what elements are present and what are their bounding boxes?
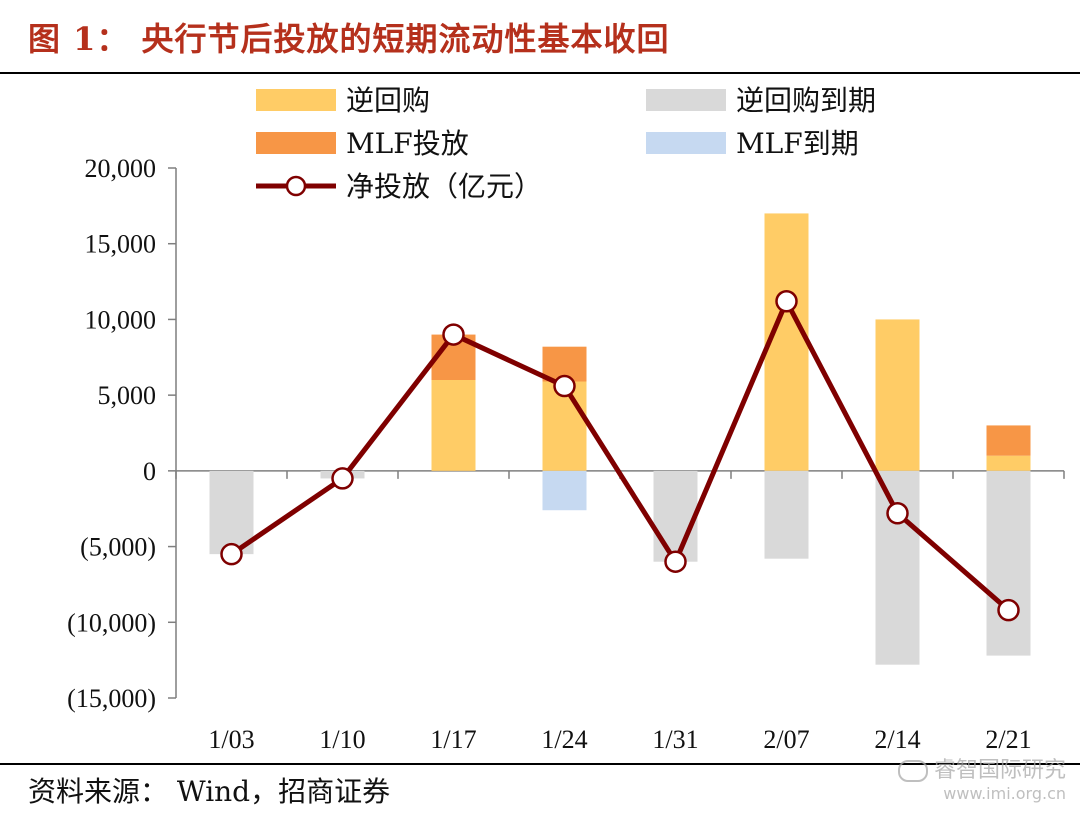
x-tick-label: 2/07 <box>763 725 809 754</box>
bar-segment <box>875 470 920 665</box>
net-line-point <box>997 598 1020 622</box>
legend-swatch <box>256 132 336 154</box>
legend-label: MLF到期 <box>736 127 859 160</box>
source-note: 资料来源： Wind，招商证券 <box>28 775 391 808</box>
y-tick-label: 0 <box>143 457 156 486</box>
legend-label: 逆回购到期 <box>736 84 876 117</box>
y-tick-label: 5,000 <box>98 381 157 410</box>
y-tick-label: 15,000 <box>85 230 157 259</box>
chart-axes <box>168 167 1065 699</box>
x-tick-label: 1/03 <box>208 725 254 754</box>
y-tick-label: (15,000) <box>67 684 156 713</box>
net-line-point <box>220 542 243 566</box>
x-tick-label: 2/14 <box>874 725 920 754</box>
footer-divider <box>0 763 1080 765</box>
x-tick-label: 2/21 <box>985 725 1031 754</box>
chart-tick-labels: 20,000 15,000 10,000 5,000 0 (5,000) (10,000) (… <box>67 154 1031 754</box>
watermark: 睿智国际研究 www.imi.org.cn <box>897 752 1066 803</box>
net-line-point <box>886 502 909 525</box>
y-tick-label: (10,000) <box>67 608 156 637</box>
bar-segment <box>986 455 1031 471</box>
title-divider <box>0 72 1080 74</box>
legend-label: MLF投放 <box>346 127 469 160</box>
x-tick-label: 1/31 <box>652 725 698 754</box>
watermark-url: www.imi.org.cn <box>943 784 1066 803</box>
net-injection-line <box>220 290 1020 622</box>
x-tick-label: 1/24 <box>541 725 587 754</box>
bar-segment <box>764 470 809 559</box>
legend-swatch <box>256 89 336 111</box>
chart-title: 图 1： 央行节后投放的短期流动性基本收回 <box>28 20 670 58</box>
wechat-icon <box>897 760 928 782</box>
legend-label: 净投放（亿元） <box>346 170 542 203</box>
net-line-point <box>775 290 798 313</box>
bar-segment <box>653 470 698 562</box>
chart-bars <box>209 213 1031 665</box>
legend-marker <box>285 175 307 197</box>
net-line-point <box>331 467 354 490</box>
bar-segment <box>875 319 920 471</box>
legend-swatch <box>646 89 726 111</box>
bar-segment <box>431 380 476 471</box>
legend-label: 逆回购 <box>346 84 430 117</box>
net-line-point <box>664 550 687 573</box>
bar-segment <box>209 470 254 555</box>
bar-segment <box>986 425 1031 456</box>
y-tick-label: 20,000 <box>85 154 157 183</box>
x-tick-label: 1/10 <box>319 725 365 754</box>
net-line-path <box>230 298 1011 613</box>
bar-segment <box>986 470 1031 656</box>
watermark-name: 睿智国际研究 <box>933 758 1066 783</box>
y-tick-label: 10,000 <box>85 305 157 334</box>
bar-segment <box>764 213 809 471</box>
net-line-point <box>442 323 465 346</box>
x-tick-label: 1/17 <box>430 725 476 754</box>
bar-segment <box>542 470 587 511</box>
net-line-point <box>553 374 576 398</box>
legend-swatch <box>646 132 726 154</box>
y-tick-label: (5,000) <box>80 533 156 562</box>
